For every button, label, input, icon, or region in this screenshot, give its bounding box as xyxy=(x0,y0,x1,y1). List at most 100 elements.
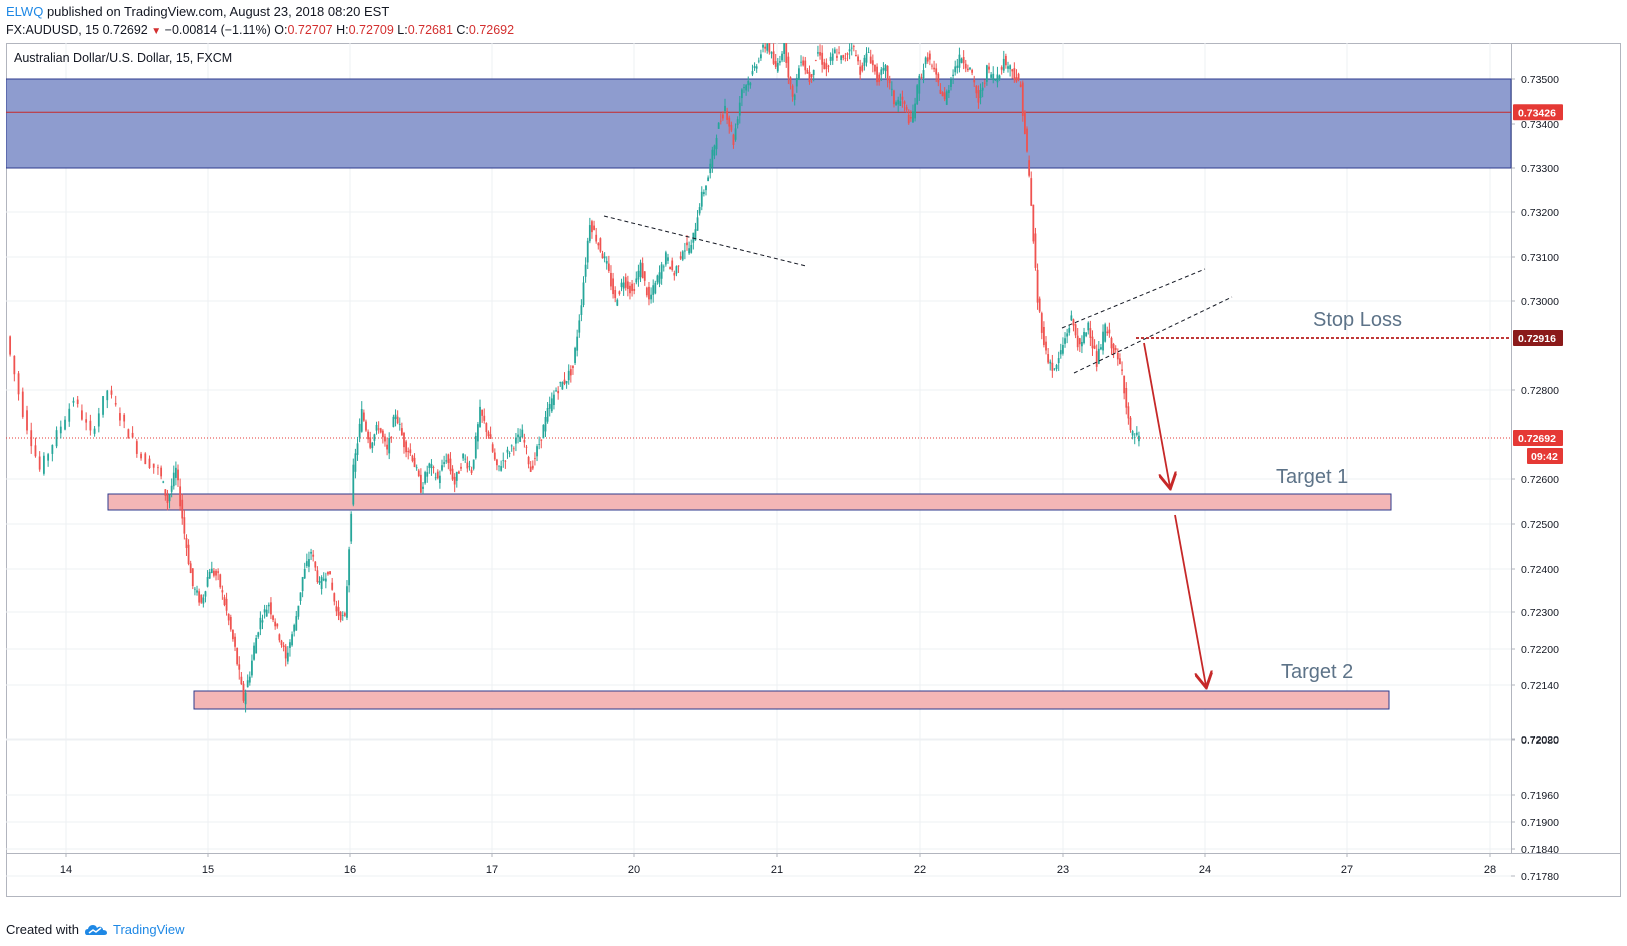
candle-body xyxy=(97,413,100,427)
candle-body xyxy=(1023,111,1026,135)
candle-body xyxy=(1043,326,1045,345)
candle-body xyxy=(768,42,771,53)
candle-body xyxy=(371,442,374,449)
candle-body xyxy=(690,244,693,253)
candle-body xyxy=(379,428,382,433)
candle-body xyxy=(912,111,914,123)
candle-body xyxy=(367,431,369,440)
candle-body xyxy=(392,416,395,427)
candle-body xyxy=(1123,375,1126,394)
candle-body xyxy=(72,400,75,403)
candle-body xyxy=(802,60,805,66)
candle-body xyxy=(1070,315,1073,321)
candle-body xyxy=(561,382,564,390)
candle-body xyxy=(1038,298,1041,312)
candle-body xyxy=(760,54,762,59)
candle-body xyxy=(544,416,547,432)
candle-body xyxy=(422,486,424,489)
candle-body xyxy=(316,570,319,583)
candle-body xyxy=(569,369,572,376)
candle-body xyxy=(578,320,581,333)
candle-body xyxy=(310,551,312,554)
candle-body xyxy=(895,102,897,106)
candle-body xyxy=(658,272,661,284)
candle-body xyxy=(341,615,344,616)
candle-body xyxy=(445,460,448,462)
candle-body xyxy=(990,74,993,78)
candle-body xyxy=(1097,348,1100,364)
candle-body xyxy=(677,265,680,267)
candle-body xyxy=(588,225,591,242)
candle-body xyxy=(417,470,420,476)
y-tick-label: 0.72080 xyxy=(1521,735,1559,747)
candle-body xyxy=(555,390,557,392)
candle-body xyxy=(257,632,260,637)
candle-body xyxy=(168,494,171,502)
candle-body xyxy=(512,448,515,450)
candle-body xyxy=(305,561,308,567)
candle-body xyxy=(567,370,570,381)
candle-body xyxy=(947,89,950,94)
candle-body xyxy=(681,251,684,260)
tradingview-brand-link[interactable]: TradingView xyxy=(112,922,185,937)
candle-body xyxy=(966,68,969,71)
candle-body xyxy=(920,77,923,79)
candle-body xyxy=(740,89,743,99)
price-chart[interactable]: 14 15 16 17 20 21 22 23 24 27 280.735000.734000.73… xyxy=(5,34,1621,897)
candle-body xyxy=(538,444,541,445)
candle-body xyxy=(641,263,644,279)
candle-body xyxy=(994,79,997,81)
candle-body xyxy=(1133,437,1136,439)
x-tick-label: 22 xyxy=(914,864,926,876)
candle-body xyxy=(291,634,293,646)
candle-body xyxy=(973,79,976,83)
candle-body xyxy=(204,591,207,597)
candle-body xyxy=(683,250,686,252)
candle-body xyxy=(106,390,109,401)
candle-body xyxy=(282,645,285,647)
candle-body xyxy=(631,283,633,291)
candle-body xyxy=(202,597,205,604)
candle-body xyxy=(502,460,505,461)
candle-body xyxy=(601,253,604,259)
candle-body xyxy=(553,394,555,406)
y-tick-label: 0.72800 xyxy=(1521,385,1559,397)
candle-body xyxy=(964,63,967,69)
target-1-zone xyxy=(107,493,1392,511)
y-tick-label: 0.73100 xyxy=(1521,252,1559,264)
candle-body xyxy=(30,430,33,447)
candle-body xyxy=(1028,160,1031,176)
candle-body xyxy=(1019,84,1022,87)
candle-body xyxy=(998,75,1001,80)
candle-body xyxy=(191,568,194,587)
footer: Created with TradingView xyxy=(6,922,185,938)
candle-body xyxy=(350,513,353,542)
author-link[interactable]: ELWQ xyxy=(6,4,44,19)
candle-body xyxy=(13,355,16,375)
candle-body xyxy=(1106,331,1109,334)
candle-body xyxy=(844,58,847,59)
candle-body xyxy=(861,65,864,71)
candle-body xyxy=(26,410,28,431)
candle-body xyxy=(1040,313,1043,333)
y-tick-label: 0.72400 xyxy=(1521,564,1559,576)
candle-body xyxy=(1095,351,1098,367)
countdown-tag xyxy=(1527,448,1563,464)
candle-body xyxy=(808,71,811,83)
candle-body xyxy=(857,56,859,62)
candle-body xyxy=(977,90,980,103)
candle-body xyxy=(1007,66,1009,69)
candle-body xyxy=(200,594,203,603)
candle-body xyxy=(726,110,729,120)
candle-body xyxy=(876,66,878,83)
candle-body xyxy=(983,82,986,84)
close-value: 0.72692 xyxy=(468,23,515,37)
candle-body xyxy=(369,437,372,448)
candle-body xyxy=(707,177,710,182)
candle-body xyxy=(931,65,933,67)
candle-body xyxy=(1114,347,1117,351)
candle-body xyxy=(358,423,361,438)
candle-body xyxy=(59,426,62,434)
chart-frame[interactable]: 14 15 16 17 20 21 22 23 24 27 28 0.73500 0.73400 0.73… xyxy=(5,34,1621,897)
candle-body xyxy=(591,221,593,233)
